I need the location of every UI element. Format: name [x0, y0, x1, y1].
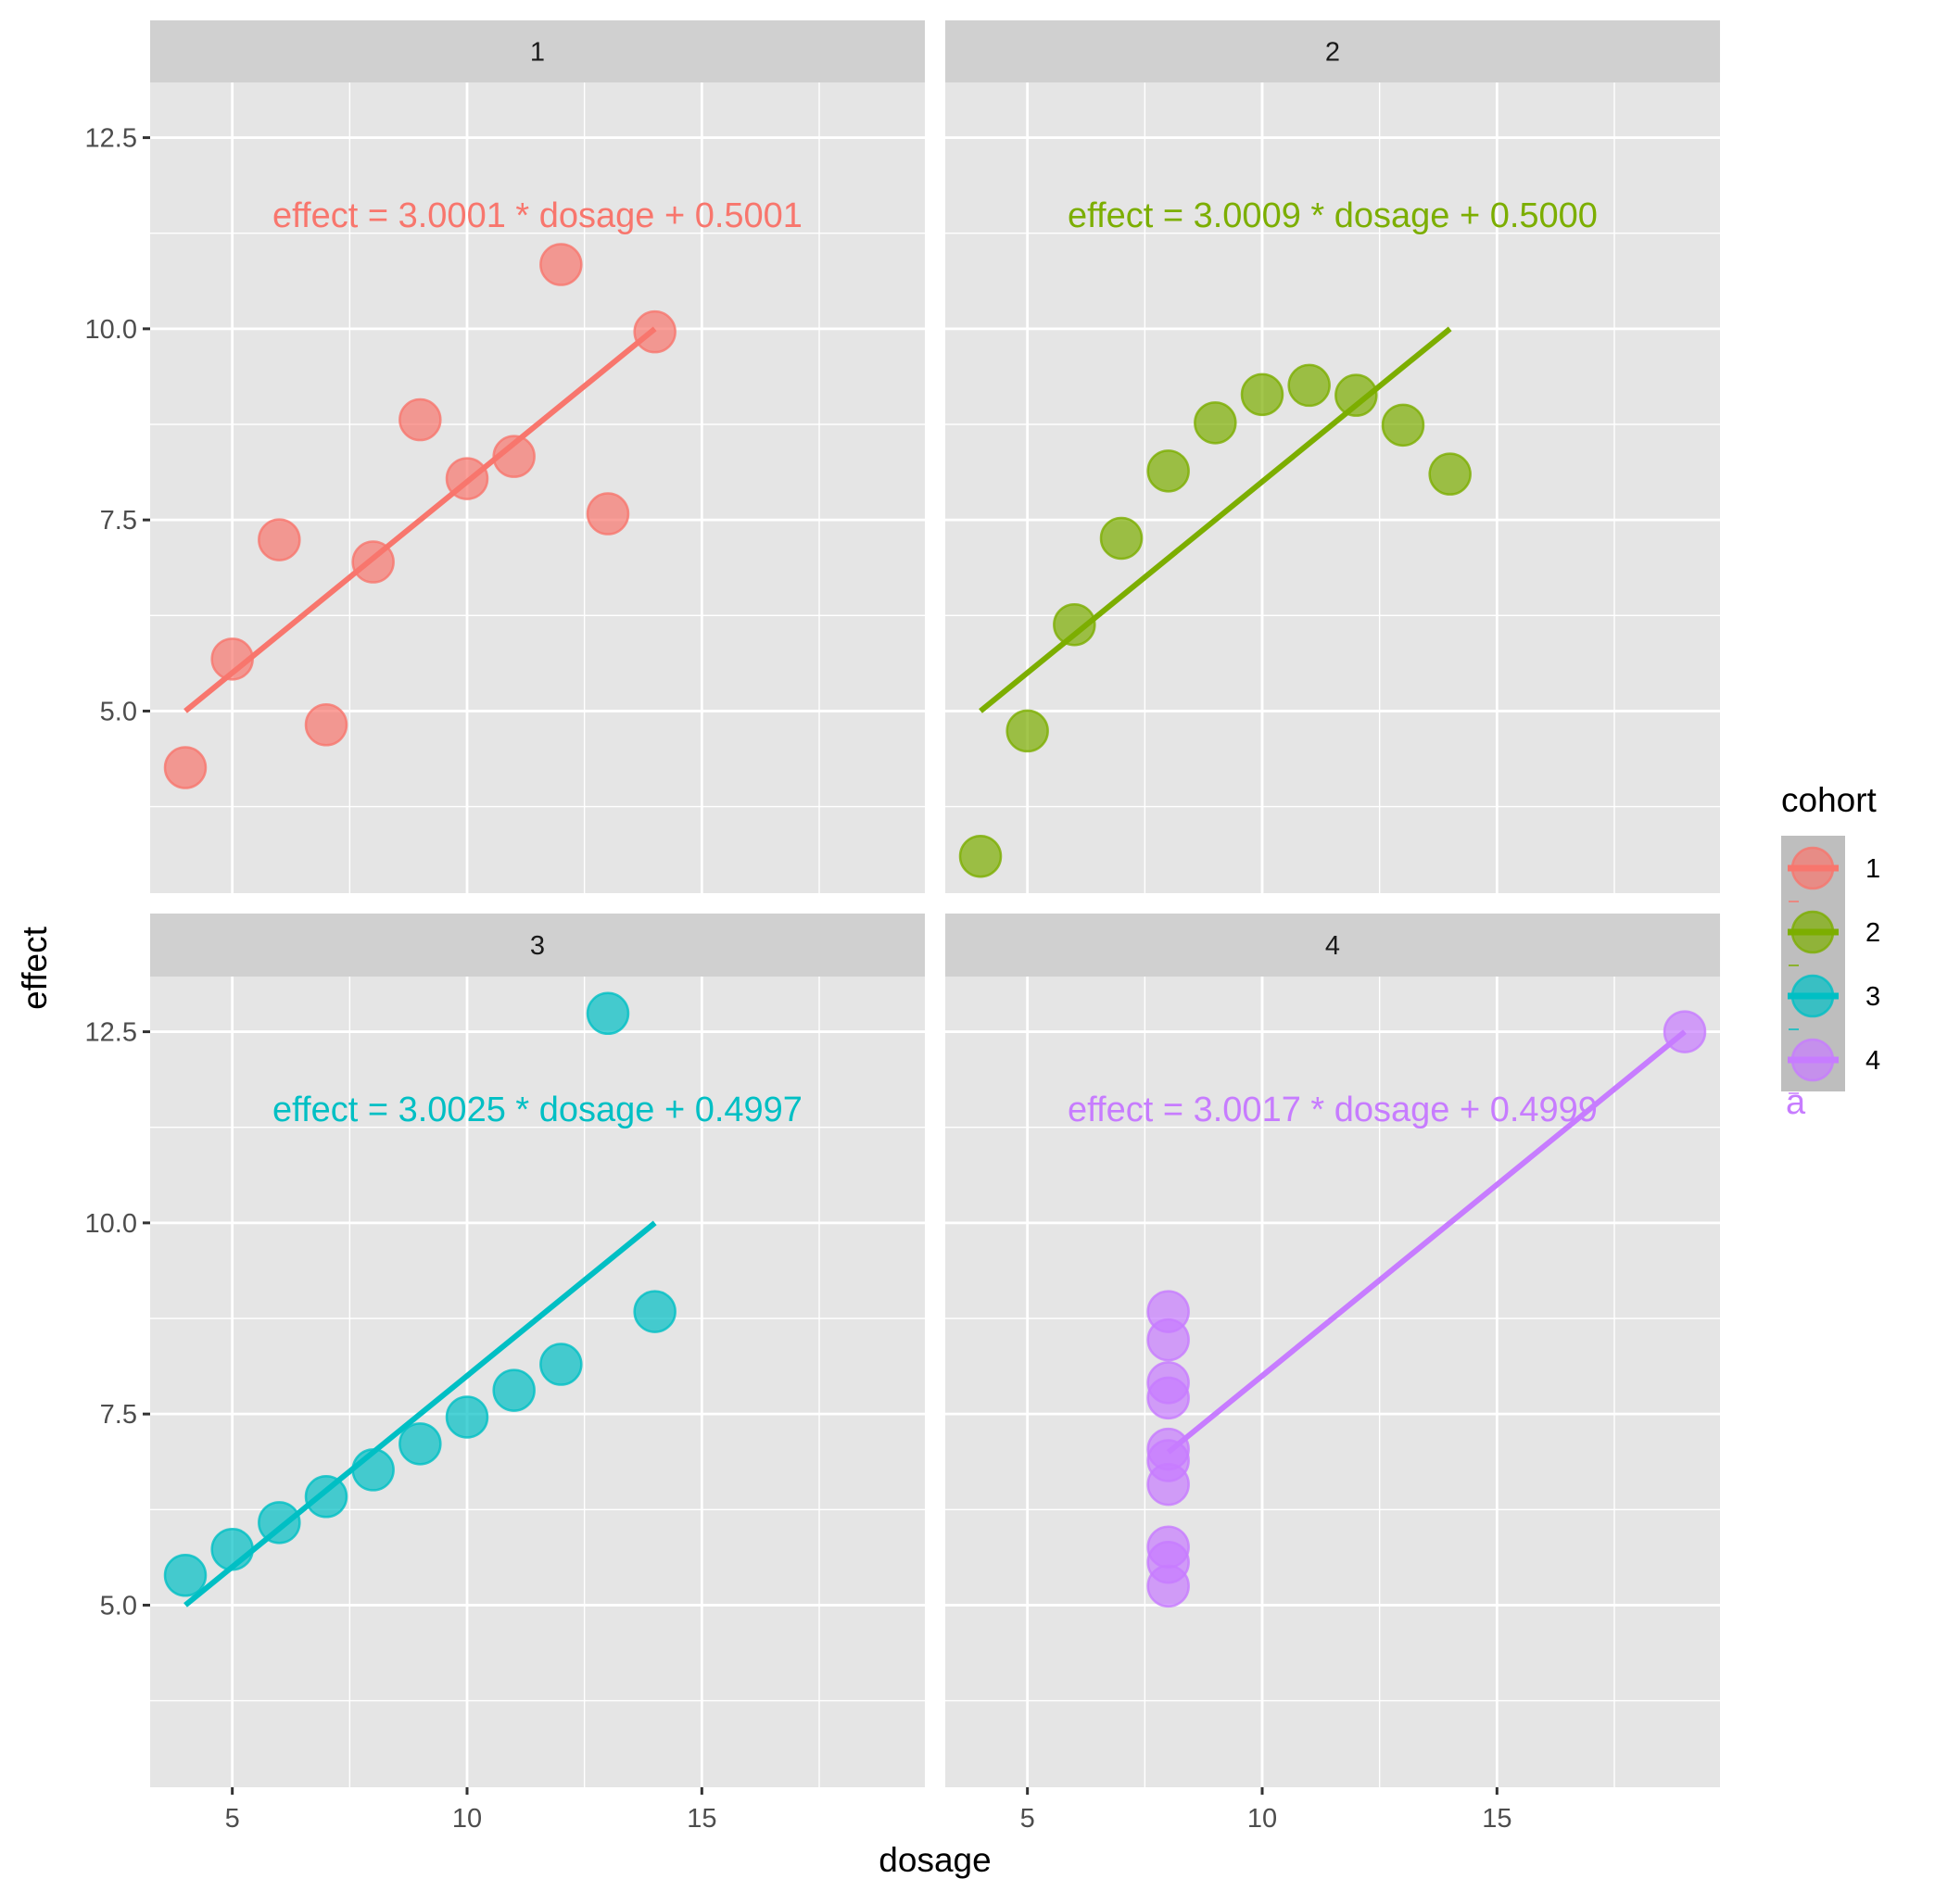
data-point [351, 1448, 395, 1492]
data-point [633, 1290, 677, 1333]
data-point [1240, 372, 1284, 417]
y-tick-label: 7.5 [100, 1400, 137, 1430]
data-point [398, 397, 442, 442]
x-axes: 5 10 15 5 10 15 [225, 1787, 1511, 1834]
x-tick-label: 15 [687, 1804, 716, 1834]
fit-line [1166, 1029, 1687, 1455]
data-point [1146, 1318, 1190, 1362]
facet-strip [945, 20, 1720, 82]
data-point [210, 637, 254, 681]
data-point [492, 435, 536, 478]
legend-keys: 1 2 3 4 [1788, 846, 1880, 1094]
data-point [1428, 452, 1472, 496]
x-axis-title: dosage [879, 1841, 991, 1879]
data-point [163, 1554, 208, 1597]
legend-label: 1 [1865, 854, 1880, 884]
facet-strip-label: 3 [530, 931, 545, 961]
legend-stray-label: a [1786, 1083, 1806, 1122]
data-point [1287, 363, 1331, 408]
facet-strip [150, 914, 925, 977]
x-tick-label: 15 [1482, 1804, 1511, 1834]
x-tick-label: 10 [452, 1804, 482, 1834]
regression-equation: effect = 3.0017 * dosage + 0.4999 [1068, 1091, 1598, 1129]
facet-panel-1: 1 effect = 3.0001 * dosage + 0.5001 [150, 20, 925, 893]
y-tick-label: 12.5 [85, 124, 137, 154]
facet-panel-2: 2 effect = 3.0009 * dosage + 0.5000 [945, 20, 1720, 893]
y-tick-label: 5.0 [100, 697, 137, 726]
regression-equation: effect = 3.0001 * dosage + 0.5001 [272, 196, 803, 235]
facet-strip-label: 4 [1325, 931, 1340, 961]
panel-background [945, 82, 1720, 893]
data-point [586, 991, 630, 1036]
y-tick-label: 12.5 [85, 1018, 137, 1048]
x-tick-label: 5 [225, 1804, 240, 1834]
facet-strip [945, 914, 1720, 977]
data-point [586, 492, 630, 536]
data-point [398, 1422, 442, 1466]
x-tick-label: 10 [1247, 1804, 1277, 1834]
regression-equation: effect = 3.0009 * dosage + 0.5000 [1068, 196, 1598, 235]
y-tick-label: 5.0 [100, 1591, 137, 1620]
data-point [1005, 709, 1049, 753]
y-axes: 5.0 7.5 10.0 12.5 5.0 7.5 10.0 12.5 [85, 124, 150, 1620]
data-point [304, 1475, 348, 1519]
facet-strip [150, 20, 925, 82]
data-point [633, 309, 677, 354]
legend: cohort 1 2 3 4 a [1781, 781, 1880, 1122]
data-point [1146, 1361, 1190, 1405]
data-point [445, 457, 489, 500]
data-point [1146, 449, 1190, 493]
data-point [1334, 373, 1378, 417]
legend-entry-4: 4 [1788, 1038, 1880, 1094]
data-point [539, 243, 583, 286]
legend-label: 2 [1865, 918, 1880, 948]
y-tick-label: 10.0 [85, 1209, 137, 1239]
legend-entry-1: 1 [1788, 846, 1880, 902]
facet-panel-4: 4 effect = 3.0017 * dosage + 0.4999 [945, 914, 1720, 1787]
legend-label: 4 [1865, 1046, 1880, 1076]
data-point [351, 540, 395, 584]
data-point [210, 1527, 254, 1571]
x-tick-label: 5 [1020, 1804, 1035, 1834]
data-point [1146, 1439, 1190, 1482]
data-point [163, 746, 208, 789]
data-point [445, 1395, 489, 1439]
legend-title: cohort [1781, 781, 1878, 819]
legend-label: 3 [1865, 982, 1880, 1012]
facet-panel-3: 3 effect = 3.0025 * dosage + 0.4997 [150, 914, 925, 1787]
y-tick-label: 10.0 [85, 315, 137, 345]
data-point [1099, 516, 1144, 561]
y-tick-label: 7.5 [100, 506, 137, 536]
legend-entry-2: 2 [1788, 910, 1880, 966]
data-point [1146, 1540, 1190, 1584]
data-point [258, 518, 301, 561]
fit-line [183, 1220, 657, 1608]
data-point [1663, 1010, 1707, 1053]
data-point [539, 1343, 583, 1386]
fit-line [183, 326, 657, 713]
data-point [958, 834, 1003, 878]
facet-strip-label: 1 [530, 38, 545, 68]
facet-panels: 1 effect = 3.0001 * dosage + 0.5001 2 effec… [150, 20, 1720, 1787]
legend-entry-3: 3 [1788, 974, 1880, 1030]
regression-equation: effect = 3.0025 * dosage + 0.4997 [272, 1091, 803, 1129]
data-point [1053, 602, 1096, 647]
data-point [1381, 403, 1425, 448]
data-point [1194, 401, 1237, 445]
panel-background [150, 977, 925, 1787]
data-point [258, 1501, 301, 1545]
panel-background [150, 82, 925, 893]
facet-strip-label: 2 [1325, 38, 1340, 68]
data-point [492, 1368, 536, 1412]
y-axis-title: effect [16, 926, 54, 1010]
data-point [304, 703, 348, 747]
